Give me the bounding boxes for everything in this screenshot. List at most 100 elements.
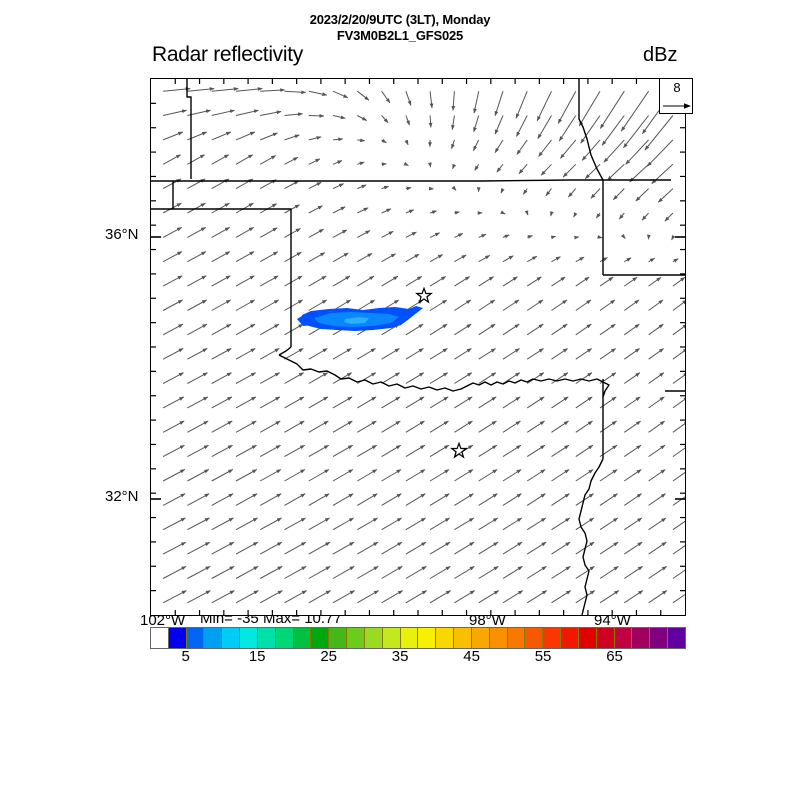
wind-vector [405,396,425,409]
colorbar-cell-2 [186,628,205,648]
wind-vector [356,90,370,101]
wind-vector [211,154,230,165]
wind-vector [211,590,235,604]
wind-vector [284,323,304,336]
wind-vector [405,209,415,214]
wind-vector [332,160,343,165]
wind-vector [162,348,184,360]
wind-vector [551,372,569,384]
wind-vector [526,541,547,555]
wind-vector [187,348,208,360]
wind-vector [635,188,649,202]
wind-vector [357,590,379,604]
colorbar-tick-labels: 5 15 25 35 45 55 65 [150,648,686,670]
wind-vector [624,257,632,263]
wind-vector [573,212,578,218]
wind-vector [308,541,331,555]
wind-vector [308,493,330,506]
wind-vector [284,565,307,579]
wind-vector [502,323,520,336]
wind-vector [332,590,355,604]
border-co-ks-vertical [186,79,192,179]
wind-vector [235,420,257,433]
wind-vector [235,469,258,482]
wind-vector [259,155,277,165]
wind-vector [429,396,449,409]
wind-vector [187,565,211,579]
wind-vector [624,348,641,360]
wind-vector [187,469,210,482]
wind-vector [478,233,487,238]
wind-vector [641,212,649,221]
wind-vector [494,91,504,117]
wind-vector [624,276,638,287]
lat-tick-36n: 36°N [105,226,139,243]
colorbar-tick-35: 35 [391,648,409,665]
wind-vector [187,131,208,141]
wind-vector [672,469,685,482]
colorbar-cell-26 [614,628,633,648]
wind-vector [599,257,608,263]
wind-vector [357,517,379,531]
wind-vector [187,275,207,287]
wind-vector [187,396,209,409]
wind-vector [454,372,473,384]
wind-vector [516,115,528,137]
wind-vector [381,493,402,506]
wind-vector [381,444,402,458]
wind-vector [502,396,521,409]
wind-vector [502,493,522,506]
wind-vector [308,275,327,287]
wind-vector [671,235,676,241]
wind-vector [308,181,322,190]
wind-vector [162,154,182,165]
wind-vector [429,276,447,287]
wind-vector [211,202,230,214]
wind-vector [308,444,330,458]
colorbar-cell-8 [293,628,312,648]
wind-vector [259,493,282,506]
wind-vector [405,565,427,579]
wind-vector [502,420,521,433]
wind-vector [538,139,552,157]
wind-vector [284,156,299,165]
wind-vector [308,420,329,433]
wind-vector [162,372,184,384]
wind-vector [494,139,504,154]
wind-vector [162,109,187,116]
wind-vector [308,299,328,311]
wind-vector [357,230,371,238]
wind-vector [162,420,185,433]
wind-vector [211,541,235,555]
axis-tick-layer [151,79,685,615]
wind-vector [526,590,548,604]
wind-vector [454,396,473,409]
wind-vector [575,565,595,579]
lat-tick-32n: 32°N [105,488,139,505]
wind-vector [235,109,259,116]
wind-vector [575,590,596,604]
wind-vector [502,565,523,579]
wind-vector [526,469,546,482]
wind-vector [478,323,496,336]
wind-vector [405,275,423,287]
wind-vector [308,517,330,531]
wind-vector [454,493,474,506]
wind-vector [187,251,207,263]
wind-vector [284,112,303,117]
wind-vector [672,593,685,604]
wind-vector [454,469,474,482]
wind-vector [357,493,378,506]
wind-vector [235,131,256,141]
wind-vector [235,87,263,92]
wind-vector [259,227,278,238]
colorbar-cell-10 [329,628,348,648]
wind-vector [235,275,255,287]
wind-vector [284,90,307,95]
wind-vector [454,348,472,360]
wind-vector [357,299,376,311]
wind-vector [381,396,401,409]
wind-vector [260,110,282,116]
wind-vector [357,138,366,143]
